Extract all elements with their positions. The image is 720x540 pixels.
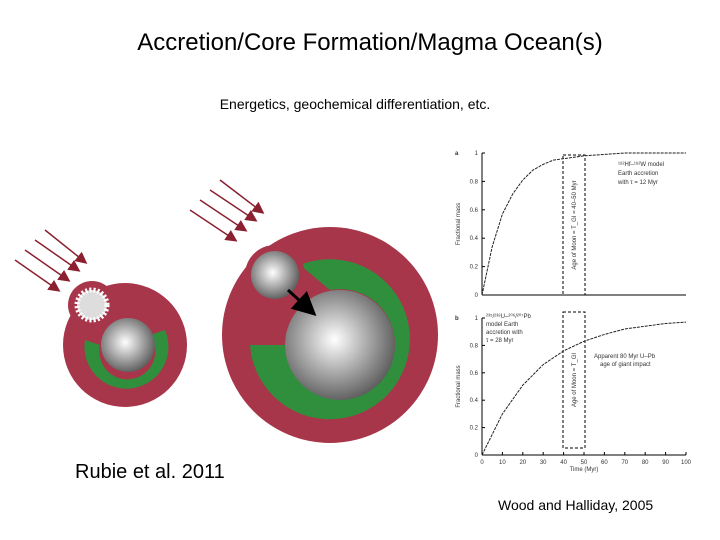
right-caption: Wood and Halliday, 2005 bbox=[498, 497, 653, 513]
annotation: ¹⁸²Hf–¹⁸²W model bbox=[618, 161, 664, 168]
annotation: Earth accretion bbox=[618, 171, 658, 177]
panel-label: b bbox=[455, 316, 459, 322]
x-tick-label: 90 bbox=[662, 460, 669, 466]
y-tick-label: 0 bbox=[475, 453, 479, 459]
x-tick-label: 100 bbox=[681, 460, 692, 466]
slide-subtitle: Energetics, geochemical differentiation,… bbox=[220, 96, 491, 112]
y-tick-label: 0.8 bbox=[470, 179, 479, 185]
accretion-diagram bbox=[14, 179, 438, 443]
annotation: model Earth bbox=[486, 322, 518, 328]
x-tick-label: 50 bbox=[581, 460, 588, 466]
data-line bbox=[481, 152, 686, 296]
panel-label: a bbox=[455, 151, 459, 157]
y-tick-label: 0.6 bbox=[470, 371, 479, 377]
x-tick-label: 0 bbox=[480, 460, 484, 466]
y-tick-label: 1 bbox=[475, 151, 479, 157]
moon-age-box bbox=[562, 311, 586, 449]
y-axis-label: Fractional mass bbox=[456, 203, 462, 245]
y-tick-label: 0.8 bbox=[470, 343, 479, 349]
slide-title: Accretion/Core Formation/Magma Ocean(s) bbox=[137, 29, 603, 56]
x-tick-label: 60 bbox=[601, 460, 608, 466]
annotation: accretion with bbox=[486, 330, 523, 336]
y-axis-label: Fractional mass bbox=[456, 365, 462, 407]
y-tick-label: 0.4 bbox=[470, 398, 479, 404]
y-tick-label: 1 bbox=[475, 316, 479, 322]
annotation: age of giant impact bbox=[600, 362, 651, 368]
y-tick-label: 0.2 bbox=[470, 265, 479, 271]
x-tick-label: 80 bbox=[642, 460, 649, 466]
x-axis-label: Time (Myr) bbox=[570, 467, 599, 473]
x-tick-label: 70 bbox=[621, 460, 628, 466]
data-line bbox=[481, 321, 687, 456]
annotation: Age of Moon = T_GI bbox=[572, 353, 578, 407]
annotation: Age of Moon = T_GI = 40–50 Myr bbox=[572, 180, 578, 269]
annotation: τ = 28 Myr bbox=[486, 338, 514, 344]
left-caption: Rubie et al. 2011 bbox=[75, 461, 225, 483]
y-tick-label: 0.4 bbox=[470, 236, 479, 242]
x-tick-label: 30 bbox=[540, 460, 547, 466]
y-tick-label: 0.6 bbox=[470, 208, 479, 214]
x-tick-label: 20 bbox=[519, 460, 526, 466]
y-tick-label: 0 bbox=[475, 293, 479, 299]
y-tick-label: 0.2 bbox=[470, 426, 479, 432]
x-tick-label: 10 bbox=[499, 460, 506, 466]
annotation: ²³⁵/²³⁸U–²⁰⁶/²⁰⁷Pb bbox=[486, 313, 531, 320]
annotation: Apparent 80 Myr U–Pb bbox=[594, 354, 656, 360]
annotation: with τ = 12 Myr bbox=[617, 180, 658, 186]
x-tick-label: 40 bbox=[560, 460, 567, 466]
